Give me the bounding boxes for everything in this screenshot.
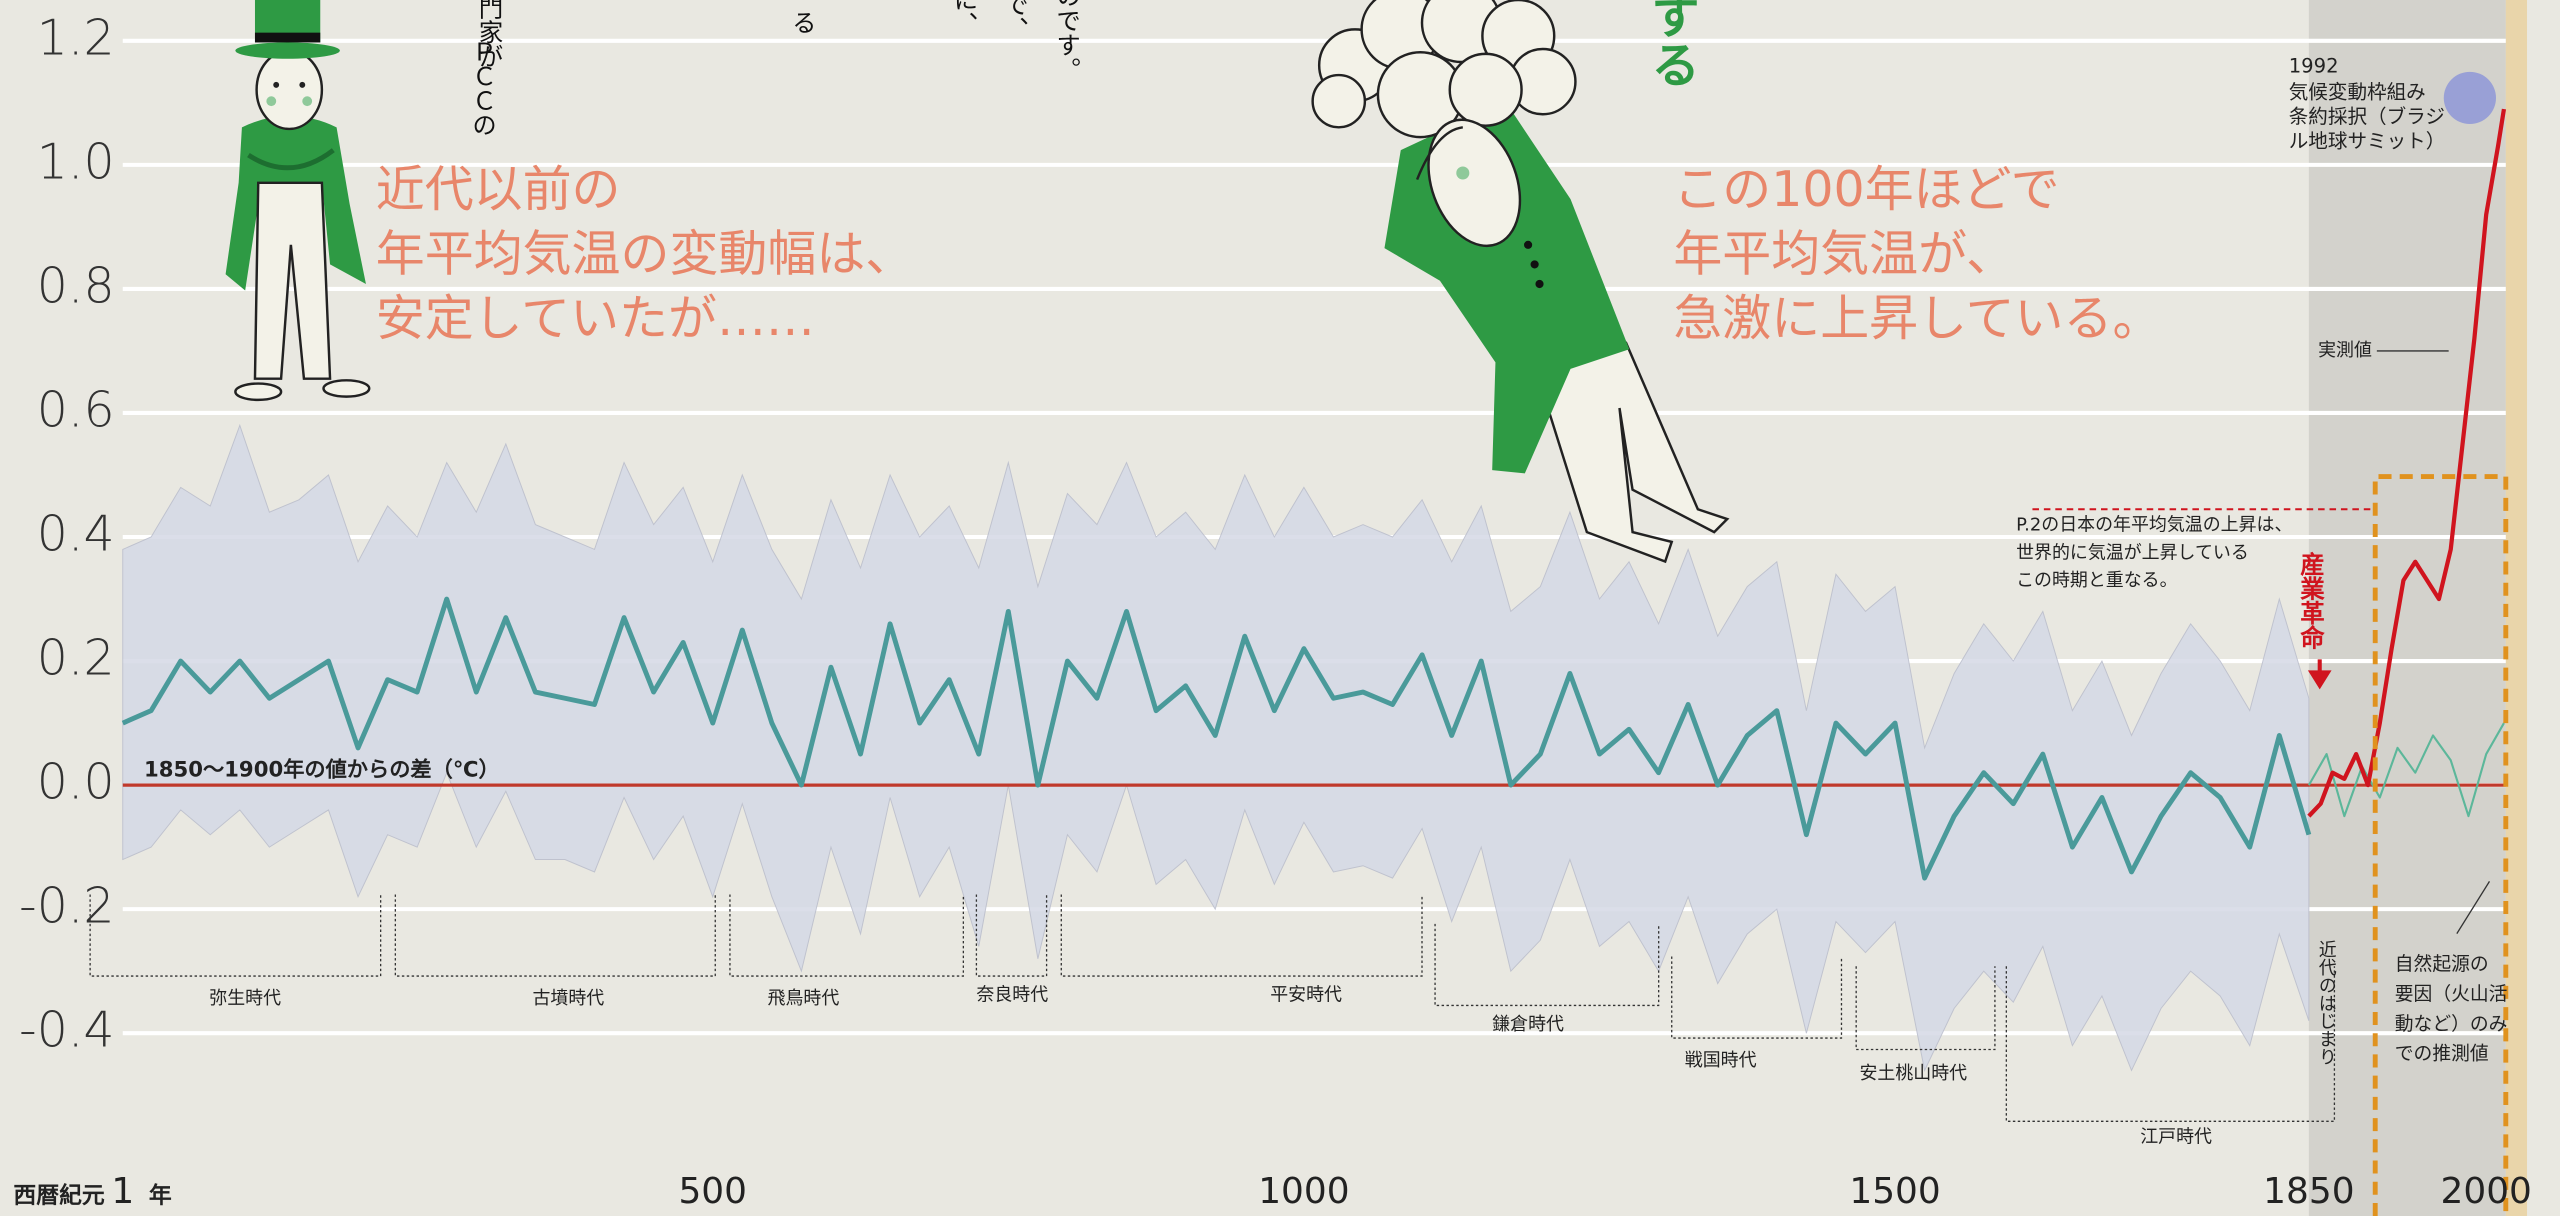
x-tick-label: 1000 bbox=[1258, 1171, 1349, 1212]
period-label: 戦国時代 bbox=[1685, 1050, 1757, 1071]
character-left bbox=[225, 0, 371, 402]
natural-note: 動など）のみ bbox=[2395, 1013, 2508, 1035]
event-text: ル地球サミット） bbox=[2289, 130, 2446, 153]
natural-note: 自然起源の bbox=[2395, 953, 2489, 975]
right-message: 急激に上昇している。 bbox=[1673, 290, 2161, 347]
x-axis-unit: 年 bbox=[149, 1182, 172, 1209]
series-line bbox=[2307, 108, 2507, 818]
period-label: 平安時代 bbox=[1270, 985, 1342, 1006]
uncertainty-band bbox=[122, 423, 2310, 1072]
period-label: 近代のはじまり bbox=[2316, 940, 2337, 1066]
chart-over: 1850〜1900年の値からの差（℃） 西暦紀元 年 1992 実測値 産業革命… bbox=[13, 0, 2531, 1212]
y-tick-label: 1.2 bbox=[37, 9, 115, 66]
edge-band bbox=[2505, 0, 2528, 1216]
x-tick-label: 1500 bbox=[1849, 1171, 1940, 1212]
y-tick-label: 0.4 bbox=[37, 505, 115, 562]
period-bracket bbox=[2005, 966, 2336, 1122]
period-bracket bbox=[729, 894, 965, 977]
series-line bbox=[2307, 722, 2505, 818]
y-tick-label: -0.4 bbox=[19, 1002, 115, 1059]
right-message: 年平均気温が、 bbox=[1673, 226, 2015, 283]
period-label: 奈良時代 bbox=[976, 985, 1048, 1006]
headline-fragment: する bbox=[1643, 0, 1700, 88]
y-axis-label: 1850〜1900年の値からの差（℃） bbox=[144, 756, 500, 782]
y-tick-label: 1.0 bbox=[37, 133, 115, 190]
period-bracket bbox=[89, 894, 382, 977]
period-bracket bbox=[1060, 894, 1423, 977]
period-bracket bbox=[394, 894, 716, 977]
x-tick-label: 500 bbox=[678, 1171, 747, 1212]
period-bracket bbox=[1434, 923, 1660, 1007]
text-fragment: で、 bbox=[1001, 0, 1030, 41]
period-bracket bbox=[1855, 966, 1996, 1051]
observed-label: 実測値 bbox=[2318, 340, 2372, 361]
x-tick-label: 1850 bbox=[2263, 1171, 2354, 1212]
period-label: 古墳時代 bbox=[532, 988, 604, 1009]
y-tick-label: -0.2 bbox=[19, 878, 115, 935]
left-message: 年平均気温の変動幅は、 bbox=[376, 226, 914, 283]
y-tick-label: 0.2 bbox=[37, 630, 115, 687]
industrial-revolution: 産業革命 bbox=[2297, 550, 2326, 649]
period-bracket bbox=[975, 894, 1048, 977]
natural-note: での推測値 bbox=[2395, 1043, 2489, 1065]
event-year: 1992 bbox=[2289, 54, 2339, 77]
text-fragment: ＰＣＣの bbox=[469, 39, 498, 137]
event-text: 気候変動枠組み bbox=[2289, 81, 2426, 104]
period-bracket bbox=[1671, 956, 1843, 1039]
period-label: 弥生時代 bbox=[209, 988, 281, 1009]
chart-under bbox=[121, 0, 2528, 1216]
period-label: 安土桃山時代 bbox=[1859, 1063, 1967, 1084]
text-fragment: のです。 bbox=[1053, 0, 1082, 82]
text-fragment: 門家が bbox=[476, 0, 505, 69]
left-message: 近代以前の bbox=[376, 161, 621, 218]
y-tick-label: 0.0 bbox=[37, 754, 115, 811]
period-label: 江戸時代 bbox=[2140, 1127, 2212, 1148]
period-label: 飛鳥時代 bbox=[768, 988, 840, 1009]
x-tick-label: 1 bbox=[111, 1171, 134, 1212]
highlight-frame bbox=[2372, 474, 2509, 1216]
series-line bbox=[121, 596, 2312, 881]
y-tick-label: 0.6 bbox=[37, 381, 115, 438]
text-fragment: に、 bbox=[950, 0, 979, 36]
period-label: 鎌倉時代 bbox=[1492, 1014, 1564, 1035]
japan-note: 世界的に気温が上昇している bbox=[2016, 542, 2249, 563]
x-tick-label: 2000 bbox=[2441, 1171, 2532, 1212]
y-tick-label: 0.8 bbox=[37, 257, 115, 314]
character-right bbox=[1311, 0, 1730, 564]
left-message: 安定していたが…… bbox=[376, 290, 815, 347]
x-axis-prefix: 西暦紀元 bbox=[13, 1182, 105, 1209]
event-marker bbox=[2443, 71, 2496, 125]
event-text: 条約採択（ブラジ bbox=[2289, 105, 2445, 128]
arrow bbox=[2307, 659, 2332, 690]
japan-note: P.2の日本の年平均気温の上昇は、 bbox=[2016, 515, 2292, 536]
leader-line bbox=[2456, 881, 2491, 934]
text-fragment: る bbox=[789, 10, 818, 34]
natural-note: 要因（火山活 bbox=[2395, 983, 2508, 1005]
modern-shade bbox=[2308, 0, 2506, 1216]
right-message: この100年ほどで bbox=[1673, 161, 2059, 218]
japan-note: この時期と重なる。 bbox=[2016, 570, 2177, 591]
